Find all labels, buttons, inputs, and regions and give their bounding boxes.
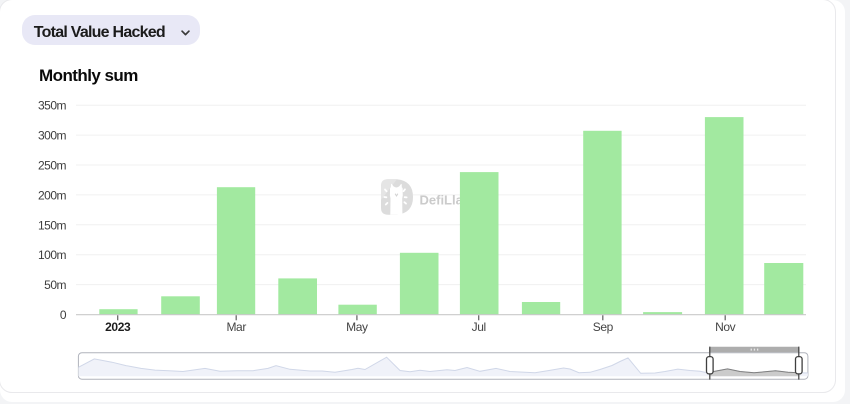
- svg-text:150m: 150m: [38, 218, 67, 232]
- svg-text:Jul: Jul: [472, 320, 486, 334]
- svg-text:200m: 200m: [38, 188, 67, 202]
- svg-text:Mar: Mar: [226, 320, 246, 334]
- svg-text:May: May: [346, 320, 368, 334]
- svg-text:50m: 50m: [44, 278, 66, 292]
- svg-text:350m: 350m: [38, 99, 67, 113]
- svg-text:Sep: Sep: [593, 320, 614, 334]
- svg-text:100m: 100m: [38, 248, 67, 262]
- svg-text:2023: 2023: [105, 320, 131, 334]
- svg-text:Nov: Nov: [715, 320, 736, 334]
- svg-text:0: 0: [60, 308, 67, 322]
- svg-text:250m: 250m: [38, 158, 67, 172]
- svg-text:300m: 300m: [38, 129, 67, 143]
